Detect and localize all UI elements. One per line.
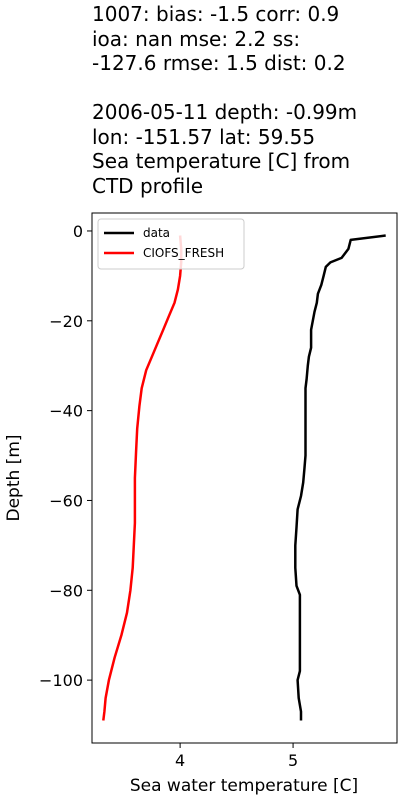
info-line-4: CTD profile — [92, 173, 204, 198]
series-line-ciofs-fresh — [102, 235, 183, 721]
series-line-data — [294, 234, 386, 721]
info-line-2: lon: -151.57 lat: 59.55 — [92, 124, 316, 149]
plot-frame — [91, 212, 398, 744]
legend-label-data: data — [143, 226, 170, 240]
legend-box — [97, 218, 245, 270]
y-tick-label: −40 — [49, 402, 83, 421]
x-axis-label: Sea water temperature [C] — [130, 776, 358, 796]
x-tick-label: 5 — [288, 751, 298, 770]
stats-line-1: 1007: bias: -1.5 corr: 0.9 — [92, 2, 340, 26]
y-axis-label: Depth [m] — [4, 434, 24, 521]
legend: data CIOFS_FRESH — [97, 218, 245, 270]
chart-title: 1007: bias: -1.5 corr: 0.9 ioa: nan mse:… — [92, 2, 398, 198]
stats-line-3: -127.6 rmse: 1.5 dist: 0.2 — [92, 51, 346, 75]
stats-line-2: ioa: nan mse: 2.2 ss: — [92, 26, 301, 51]
info-line-1: 2006-05-11 depth: -0.99m — [92, 100, 358, 124]
y-tick-label: 0 — [73, 222, 83, 241]
x-tick-label: 4 — [175, 751, 185, 770]
y-tick-label: −100 — [39, 671, 83, 690]
y-tick-label: −80 — [49, 581, 83, 600]
legend-label-ciofs: CIOFS_FRESH — [143, 246, 224, 260]
series-layer — [102, 234, 386, 721]
y-tick-label: −60 — [49, 491, 83, 510]
y-tick-label: −20 — [49, 312, 83, 331]
ticks-layer: 4 5 0 −20 −40 −60 −80 −100 — [39, 222, 298, 770]
info-line-3: Sea temperature [C] from — [92, 149, 351, 173]
